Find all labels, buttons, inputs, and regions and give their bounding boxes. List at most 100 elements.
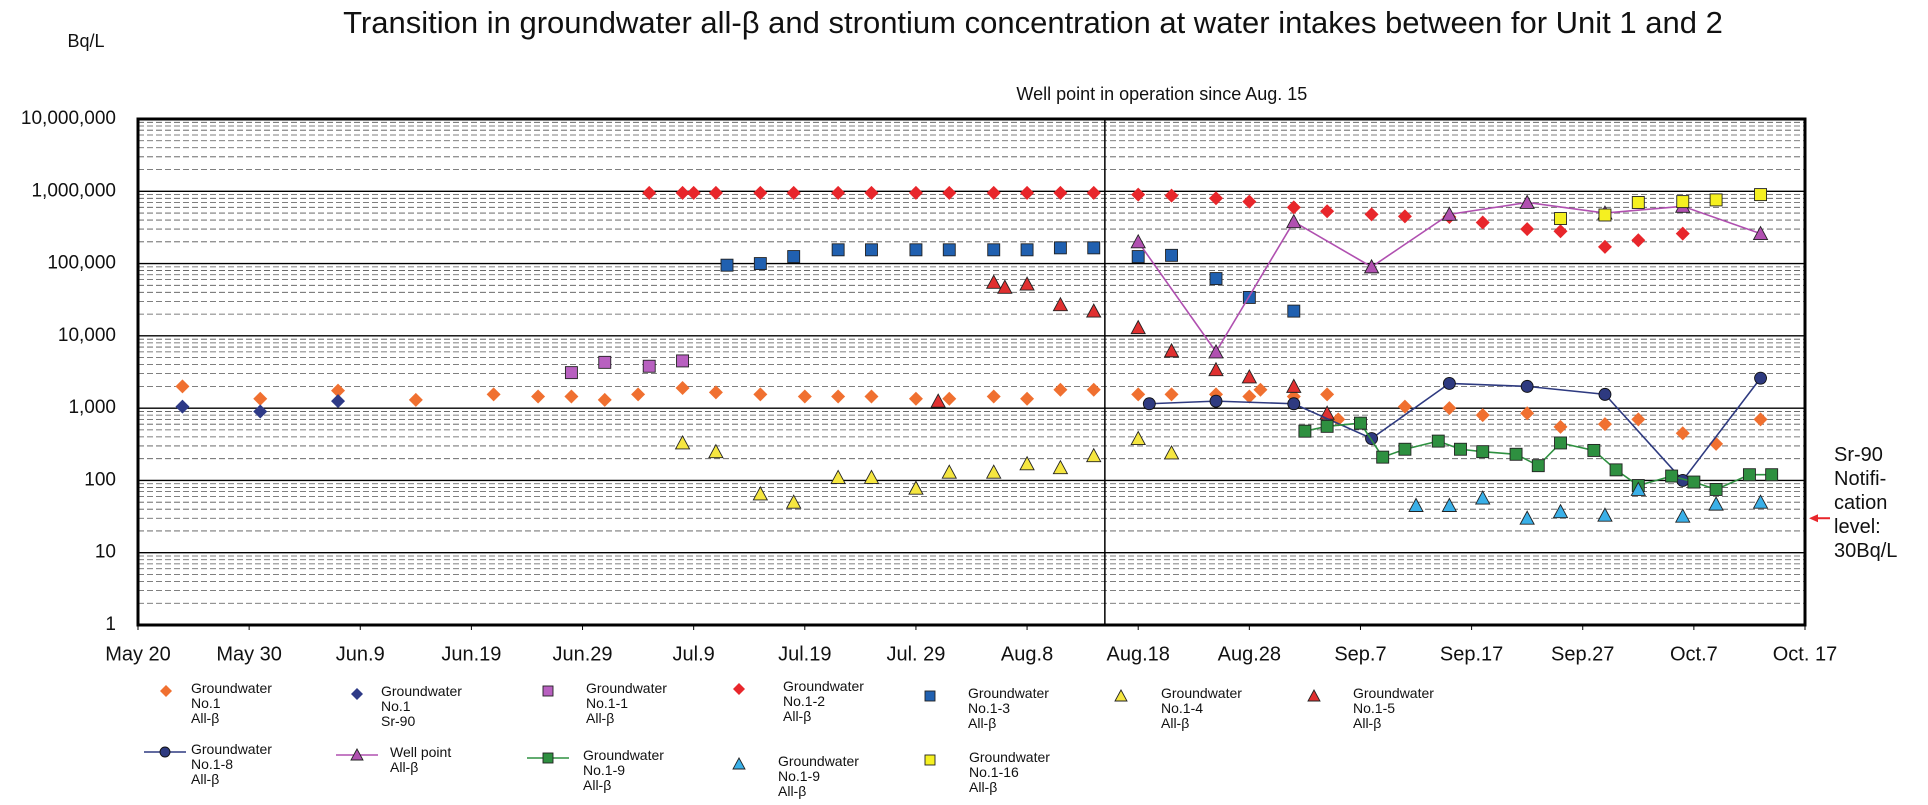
marker-square: [1587, 443, 1601, 457]
marker-square: [720, 258, 734, 272]
y-tick-label: 1,000: [68, 397, 116, 418]
marker-square: [1687, 475, 1701, 489]
marker-diamond: [331, 394, 346, 409]
series: [1142, 371, 1767, 487]
marker-circle: [1287, 397, 1301, 411]
marker-square: [1531, 459, 1545, 473]
x-tick-label: Sep.7: [1334, 643, 1386, 665]
marker-square: [1165, 248, 1178, 262]
legend-label: Groundwater No.1-1 All-β: [586, 680, 667, 726]
marker-square: [1087, 241, 1101, 255]
marker-diamond: [686, 185, 701, 200]
marker-diamond: [531, 389, 546, 404]
marker-square: [924, 754, 936, 766]
y-tick-label: 10,000,000: [21, 108, 116, 129]
legend-label: Groundwater No.1-16 All-β: [969, 749, 1050, 795]
x-tick-label: Oct.7: [1670, 643, 1718, 665]
series: [1298, 416, 1779, 496]
marker-square: [1609, 463, 1623, 477]
marker-triangle: [1597, 507, 1613, 522]
y-tick-label: 1: [105, 614, 116, 635]
marker-triangle: [1114, 689, 1128, 702]
marker-diamond: [1053, 185, 1068, 200]
x-tick-label: Oct. 17: [1773, 643, 1837, 665]
well-point-label: Well point in operation since Aug. 15: [1016, 84, 1307, 104]
marker-diamond: [1475, 408, 1490, 423]
marker-diamond: [1675, 226, 1690, 241]
marker-triangle: [1708, 496, 1724, 511]
marker-triangle: [1630, 481, 1647, 496]
marker-square: [1298, 424, 1312, 438]
marker-triangle: [1130, 233, 1146, 249]
marker-triangle: [830, 469, 846, 484]
marker-triangle: [1441, 497, 1458, 512]
marker-diamond: [1131, 387, 1146, 402]
marker-diamond: [864, 185, 879, 200]
marker-diamond: [1164, 387, 1179, 402]
marker-square: [1053, 241, 1067, 255]
x-tick-label: Aug.28: [1218, 643, 1281, 665]
marker-square: [542, 752, 554, 764]
marker-triangle: [997, 279, 1013, 294]
marker-diamond: [1597, 417, 1612, 432]
legend-label: Well point All-β: [390, 744, 452, 775]
marker-circle: [159, 746, 171, 758]
marker-square: [1509, 447, 1523, 461]
marker-diamond: [1675, 426, 1690, 441]
marker-diamond: [831, 185, 846, 200]
marker-diamond: [942, 391, 957, 406]
marker-diamond: [797, 389, 812, 404]
marker-diamond: [1475, 215, 1490, 230]
marker-triangle: [752, 486, 769, 501]
marker-circle: [1142, 397, 1156, 411]
legend-label: Groundwater No.1-9 All-β: [778, 753, 859, 799]
marker-square: [1431, 434, 1445, 448]
marker-triangle: [1307, 689, 1321, 702]
marker-triangle: [1552, 503, 1569, 519]
marker-square: [1320, 419, 1334, 433]
marker-diamond: [675, 185, 690, 200]
x-tick-label: Aug.18: [1107, 643, 1170, 665]
marker-diamond: [786, 185, 801, 200]
marker-square: [1287, 304, 1301, 318]
legend-label: Groundwater No.1-3 All-β: [968, 685, 1049, 731]
marker-diamond: [408, 392, 423, 407]
marker-triangle: [1019, 455, 1035, 471]
notification-text: Sr-90 Notifi- cation level: 30Bq/L: [1834, 444, 1898, 562]
marker-triangle: [1474, 490, 1491, 505]
x-tick-label: Jul.19: [778, 643, 831, 665]
marker-square: [787, 250, 801, 264]
y-tick-label: 100: [84, 469, 116, 490]
marker-circle: [1442, 376, 1456, 390]
x-tick-label: Jun.9: [336, 643, 385, 665]
marker-square: [1765, 468, 1779, 482]
marker-square: [909, 243, 923, 257]
marker-diamond: [1442, 401, 1457, 416]
marker-circle: [1520, 379, 1534, 393]
marker-triangle: [350, 748, 364, 761]
marker-triangle: [1163, 444, 1180, 460]
x-tick-label: Sep.17: [1440, 643, 1503, 665]
y-tick-label: 10,000: [58, 325, 116, 346]
marker-diamond: [1253, 382, 1268, 397]
series: [564, 354, 690, 380]
marker-triangle: [1085, 447, 1102, 463]
marker-circle: [1209, 394, 1223, 408]
x-tick-label: Jun.19: [441, 643, 501, 665]
legend-label: Groundwater No.1-8 All-β: [191, 741, 272, 787]
marker-square: [542, 685, 554, 697]
series: [175, 394, 346, 419]
marker-square: [564, 366, 578, 380]
marker-triangle: [1208, 361, 1224, 377]
marker-diamond: [1553, 419, 1568, 434]
marker-diamond: [1397, 399, 1412, 414]
marker-diamond: [831, 389, 846, 404]
marker-diamond: [253, 404, 268, 419]
marker-triangle: [1519, 510, 1535, 525]
marker-diamond: [1320, 387, 1335, 402]
marker-diamond: [708, 185, 723, 200]
marker-circle: [1754, 371, 1767, 385]
marker-diamond: [1364, 207, 1379, 222]
marker-diamond: [708, 385, 723, 400]
